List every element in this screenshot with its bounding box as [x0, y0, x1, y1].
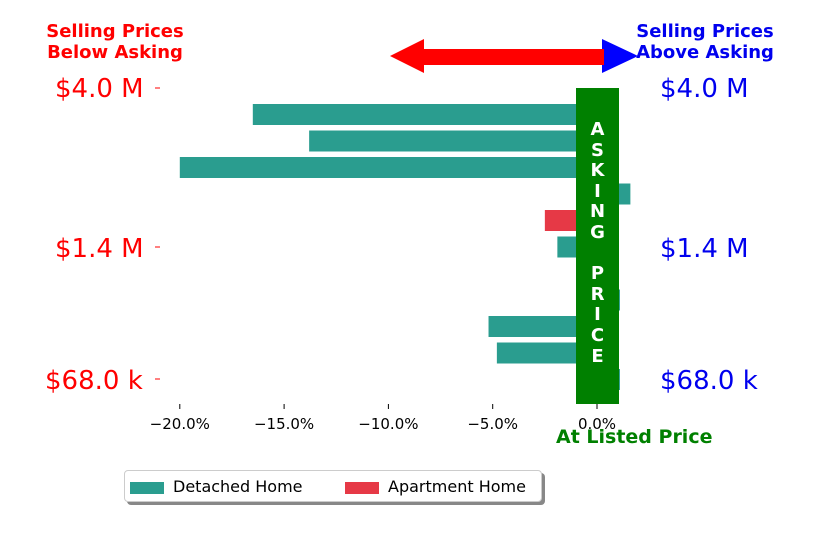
asking-letter-9: I	[594, 304, 601, 326]
asking-letter-0: A	[590, 119, 605, 140]
legend: Detached Home Apartment Home	[124, 470, 542, 502]
left-price-mid: $1.4 M	[55, 234, 144, 264]
x-tick-label-0: −20.0%	[150, 415, 210, 433]
legend-swatch-detached	[130, 481, 164, 494]
arrow-right-part	[602, 39, 638, 73]
x-tick-label-3: −5.0%	[467, 415, 518, 433]
bar-detached-0	[252, 104, 597, 125]
asking-letter-10: C	[590, 324, 605, 346]
left-price-bottom: $68.0 k	[45, 366, 143, 396]
asking-letter-5: G	[590, 221, 605, 243]
left-header: Selling Prices Below Asking	[46, 21, 184, 63]
bar-detached-1	[309, 130, 597, 152]
bar-detached-8	[488, 316, 597, 337]
bar-detached-2	[179, 157, 598, 178]
asking-letter-7: P	[590, 263, 605, 285]
legend-label-apartment: Apartment Home	[388, 477, 526, 496]
x-tick-label-2: −10.0%	[358, 415, 418, 433]
asking-letter-4: N	[589, 201, 606, 223]
asking-letter-1: S	[591, 139, 604, 161]
x-tick-label-1: −15.0%	[254, 415, 314, 433]
asking-letter-3: I	[594, 180, 601, 202]
left-price-top: $4.0 M	[55, 74, 144, 104]
asking-letter-6	[576, 244, 619, 265]
x-tick-label-4: 0.0%	[578, 415, 616, 433]
legend-item-apartment: Apartment Home	[345, 477, 526, 497]
direction-arrow	[390, 39, 638, 73]
right-price-bottom: $68.0 k	[660, 366, 758, 396]
arrow-left-part	[390, 39, 612, 73]
legend-label-detached: Detached Home	[173, 477, 303, 496]
right-price-mid: $1.4 M	[660, 234, 749, 264]
asking-letter-11: E	[591, 345, 604, 367]
asking-letter-2: K	[590, 160, 605, 182]
right-price-top: $4.0 M	[660, 74, 749, 104]
legend-item-detached: Detached Home	[130, 477, 303, 497]
at-listed-price-label: At Listed Price	[556, 426, 713, 448]
bar-detached-9	[496, 342, 597, 364]
asking-letter-8: R	[590, 283, 605, 305]
legend-swatch-apartment	[345, 481, 379, 494]
right-header: Selling Prices Above Asking	[636, 21, 774, 63]
